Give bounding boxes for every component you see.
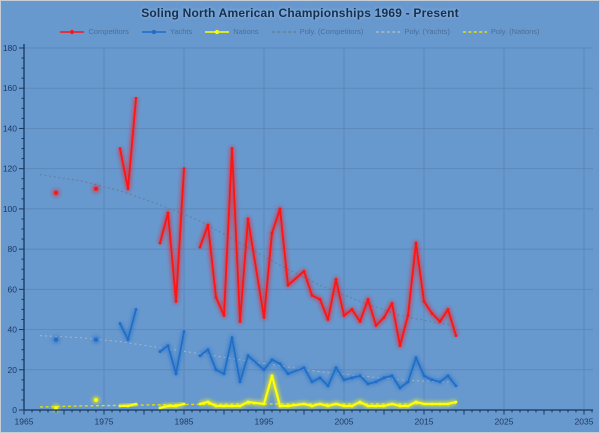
x-tick-label: 1965	[15, 417, 34, 427]
series-yachts	[52, 308, 458, 391]
x-tick-label: 1995	[255, 417, 274, 427]
y-tick-label: 160	[3, 83, 17, 93]
x-axis-labels: 1965 1975 1985 1995 2005 2015 2025 2035	[15, 417, 594, 427]
x-tick-label: 1975	[95, 417, 114, 427]
chart-legend: Competitors Yachts Nations Poly. (Competito…	[1, 27, 599, 36]
x-tick-label: 2015	[415, 417, 434, 427]
y-tick-label: 180	[3, 43, 17, 53]
legend-label: Nations	[233, 27, 259, 36]
y-tick-label: 140	[3, 123, 17, 133]
point-yachts	[94, 337, 98, 342]
x-tick-label: 2005	[335, 417, 354, 427]
legend-item-competitors[interactable]: Competitors	[60, 27, 129, 36]
y-tick-label: 20	[8, 365, 18, 375]
legend-item-poly-competitors[interactable]: Poly. (Competitors)	[271, 27, 364, 36]
point-competitors	[94, 186, 98, 191]
y-tick-label: 120	[3, 164, 17, 174]
chart-title: Soling North American Championships 1969…	[141, 6, 459, 20]
x-tick-label: 2035	[575, 417, 594, 427]
y-tick-label: 60	[8, 284, 18, 294]
legend-label: Competitors	[88, 27, 129, 36]
legend-item-poly-yachts[interactable]: Poly. (Yachts)	[376, 27, 450, 36]
y-tick-label: 40	[8, 325, 18, 335]
series-competitors	[52, 96, 459, 349]
y-axis-labels: 0 20 40 60 80 100 120 140 160 180	[3, 43, 17, 415]
legend-item-nations[interactable]: Nations	[205, 27, 259, 36]
y-tick-label: 0	[12, 405, 17, 415]
point-yachts	[54, 337, 58, 342]
legend-label: Poly. (Yachts)	[404, 27, 450, 36]
point-nations	[94, 397, 98, 402]
legend-label: Poly. (Competitors)	[299, 27, 364, 36]
legend-item-yachts[interactable]: Yachts	[141, 27, 193, 36]
legend-label: Yachts	[169, 27, 193, 36]
legend-swatch-poly-nations	[462, 30, 487, 33]
trendline-poly-yachts	[39, 335, 456, 383]
legend-swatch-poly-competitors	[271, 30, 296, 33]
x-gridlines	[103, 48, 585, 410]
legend-item-poly-nations[interactable]: Poly. (Nations)	[462, 27, 540, 36]
legend-swatch-competitors	[60, 29, 85, 34]
y-gridlines	[24, 47, 593, 371]
legend-swatch-nations	[205, 29, 230, 34]
point-nations	[54, 405, 58, 410]
x-tick-label: 2025	[495, 417, 514, 427]
y-tick-label: 100	[3, 204, 17, 214]
legend-label: Poly. (Nations)	[490, 27, 540, 36]
point-competitors	[54, 190, 58, 195]
series-nations	[52, 372, 458, 412]
y-tick-label: 80	[8, 244, 18, 254]
x-tick-label: 1985	[175, 417, 194, 427]
axes	[19, 44, 593, 415]
legend-swatch-poly-yachts	[376, 30, 401, 33]
legend-swatch-yachts	[141, 29, 166, 34]
